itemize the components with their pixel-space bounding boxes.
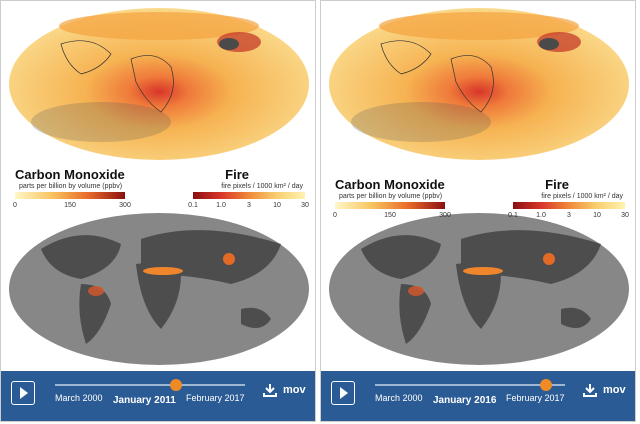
co-tick-label: 0 bbox=[333, 212, 337, 219]
map-wrap bbox=[1, 4, 315, 169]
map-wrap bbox=[321, 4, 635, 169]
play-button[interactable] bbox=[331, 381, 355, 405]
fire-units: fire pixels / 1000 km² / day bbox=[221, 183, 303, 190]
co-title: Carbon Monoxide bbox=[335, 177, 445, 192]
play-icon bbox=[340, 387, 348, 399]
fire-tick-label: 3 bbox=[567, 212, 571, 219]
fire-map bbox=[9, 213, 309, 365]
map-wrap bbox=[321, 209, 635, 374]
co-map bbox=[329, 8, 629, 160]
co-units: parts per billion by volume (ppbv) bbox=[19, 183, 123, 190]
fire-tick-label: 0.1 bbox=[508, 212, 518, 219]
fire-tick-label: 1.0 bbox=[536, 212, 546, 219]
control-bar: March 2000 January 2011 February 2017 mov bbox=[1, 371, 315, 421]
fire-tick-label: 10 bbox=[593, 212, 601, 219]
co-tick-label: 300 bbox=[119, 202, 131, 209]
fire-tick-label: 1.0 bbox=[216, 202, 226, 209]
slider-knob[interactable] bbox=[170, 379, 182, 391]
download-glyph bbox=[263, 384, 277, 397]
fire-tick-label: 30 bbox=[621, 212, 629, 219]
download-label[interactable]: mov bbox=[283, 384, 306, 396]
co-title: Carbon Monoxide bbox=[15, 167, 125, 182]
co-tick-label: 300 bbox=[439, 212, 451, 219]
end-date: February 2017 bbox=[506, 393, 565, 403]
fire-tick-label: 10 bbox=[273, 202, 281, 209]
current-date: January 2016 bbox=[433, 395, 497, 406]
fire-title: Fire bbox=[225, 167, 249, 182]
fire-tick-label: 30 bbox=[301, 202, 309, 209]
slider-knob[interactable] bbox=[540, 379, 552, 391]
play-icon bbox=[20, 387, 28, 399]
play-button[interactable] bbox=[11, 381, 35, 405]
end-date: February 2017 bbox=[186, 393, 245, 403]
panel: Carbon Monoxide parts per billion by volu… bbox=[320, 0, 636, 422]
co-tick-label: 0 bbox=[13, 202, 17, 209]
download-glyph bbox=[583, 384, 597, 397]
panel: Carbon Monoxide parts per billion by volu… bbox=[0, 0, 316, 422]
co-scale bbox=[15, 192, 125, 199]
download-icon[interactable] bbox=[583, 383, 597, 402]
co-scale bbox=[335, 202, 445, 209]
fire-title: Fire bbox=[545, 177, 569, 192]
fire-scale bbox=[193, 192, 305, 199]
fire-map bbox=[329, 213, 629, 365]
co-units: parts per billion by volume (ppbv) bbox=[339, 193, 443, 200]
fire-units: fire pixels / 1000 km² / day bbox=[541, 193, 623, 200]
map-wrap bbox=[1, 209, 315, 374]
current-date: January 2011 bbox=[113, 395, 176, 406]
start-date: March 2000 bbox=[375, 393, 423, 403]
download-icon[interactable] bbox=[263, 383, 277, 402]
fire-tick-label: 3 bbox=[247, 202, 251, 209]
fire-scale bbox=[513, 202, 625, 209]
co-map bbox=[9, 8, 309, 160]
slider-track bbox=[55, 384, 245, 386]
co-tick-label: 150 bbox=[64, 202, 76, 209]
slider-track bbox=[375, 384, 565, 386]
co-tick-label: 150 bbox=[384, 212, 396, 219]
fire-tick-label: 0.1 bbox=[188, 202, 198, 209]
start-date: March 2000 bbox=[55, 393, 103, 403]
download-label[interactable]: mov bbox=[603, 384, 626, 396]
control-bar: March 2000 January 2016 February 2017 mov bbox=[321, 371, 635, 421]
